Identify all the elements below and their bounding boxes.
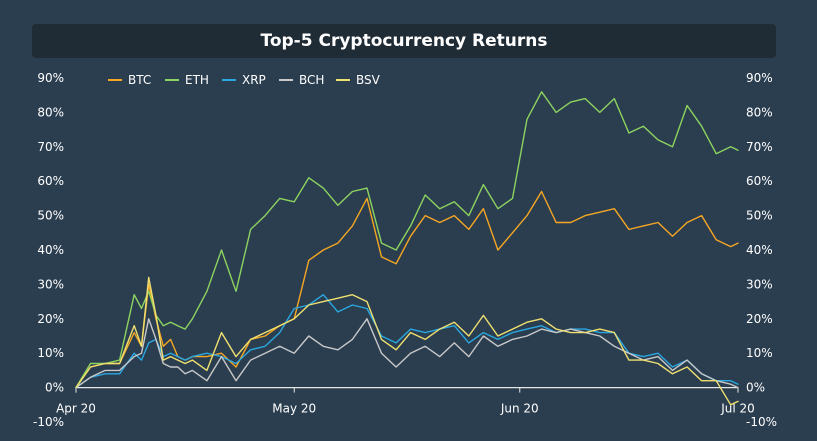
y-tick-label-left: 80%: [37, 105, 64, 119]
chart-title-bar: Top-5 Cryptocurrency Returns: [32, 24, 776, 58]
series-line-xrp: [75, 294, 739, 389]
y-axis-left: 90% 80% 70% 60% 50% 40% 30% 20% 10% 0% -10%: [33, 71, 64, 429]
chart-title: Top-5 Cryptocurrency Returns: [260, 31, 548, 51]
series-layer: [75, 91, 739, 406]
legend-item-bch[interactable]: BCH: [279, 73, 324, 87]
series-line-bch: [75, 318, 739, 389]
legend-label: ETH: [185, 73, 209, 87]
series-line-eth: [75, 91, 739, 389]
y-tick-label-left: 50%: [37, 209, 64, 223]
y-tick-label-left: 10%: [37, 346, 64, 360]
y-tick-label-left: 90%: [37, 71, 64, 85]
legend-label: BSV: [356, 73, 381, 87]
series-line-btc: [75, 190, 739, 389]
y-tick-label-right: -10%: [746, 415, 777, 429]
y-axis-right: 90% 80% 70% 60% 50% 40% 30% 20% 10% 0% -10%: [746, 71, 777, 429]
y-tick-label-right: 30%: [746, 277, 773, 291]
legend[interactable]: BTC ETH XRP BCH BSV: [108, 73, 381, 87]
y-tick-label-left: -10%: [33, 415, 64, 429]
y-tick-label-right: 70%: [746, 140, 773, 154]
x-axis: Apr 20 May 20 Jun 20 Jul 20: [56, 387, 755, 416]
legend-item-xrp[interactable]: XRP: [222, 73, 266, 87]
x-tick-label: Apr 20: [56, 402, 96, 416]
legend-item-btc[interactable]: BTC: [108, 73, 151, 87]
x-tick-label: Jun 20: [500, 402, 539, 416]
y-tick-label-right: 0%: [746, 381, 765, 395]
y-tick-label-right: 10%: [746, 346, 773, 360]
y-tick-label-left: 40%: [37, 243, 64, 257]
legend-label: BTC: [128, 73, 151, 87]
y-tick-label-left: 0%: [45, 381, 64, 395]
y-tick-label-right: 40%: [746, 243, 773, 257]
y-tick-label-right: 50%: [746, 209, 773, 223]
legend-label: BCH: [299, 73, 324, 87]
y-tick-label-left: 60%: [37, 174, 64, 188]
legend-item-eth[interactable]: ETH: [165, 73, 209, 87]
y-tick-label-left: 20%: [37, 312, 64, 326]
legend-label: XRP: [242, 73, 266, 87]
y-tick-label-right: 20%: [746, 312, 773, 326]
y-tick-label-right: 80%: [746, 105, 773, 119]
y-tick-label-left: 30%: [37, 277, 64, 291]
y-tick-label-left: 70%: [37, 140, 64, 154]
x-tick-label: May 20: [272, 402, 316, 416]
x-tick-label: Jul 20: [720, 402, 755, 416]
legend-item-bsv[interactable]: BSV: [336, 73, 381, 87]
y-tick-label-right: 90%: [746, 71, 773, 85]
y-tick-label-right: 60%: [746, 174, 773, 188]
series-line-bsv: [75, 276, 739, 406]
